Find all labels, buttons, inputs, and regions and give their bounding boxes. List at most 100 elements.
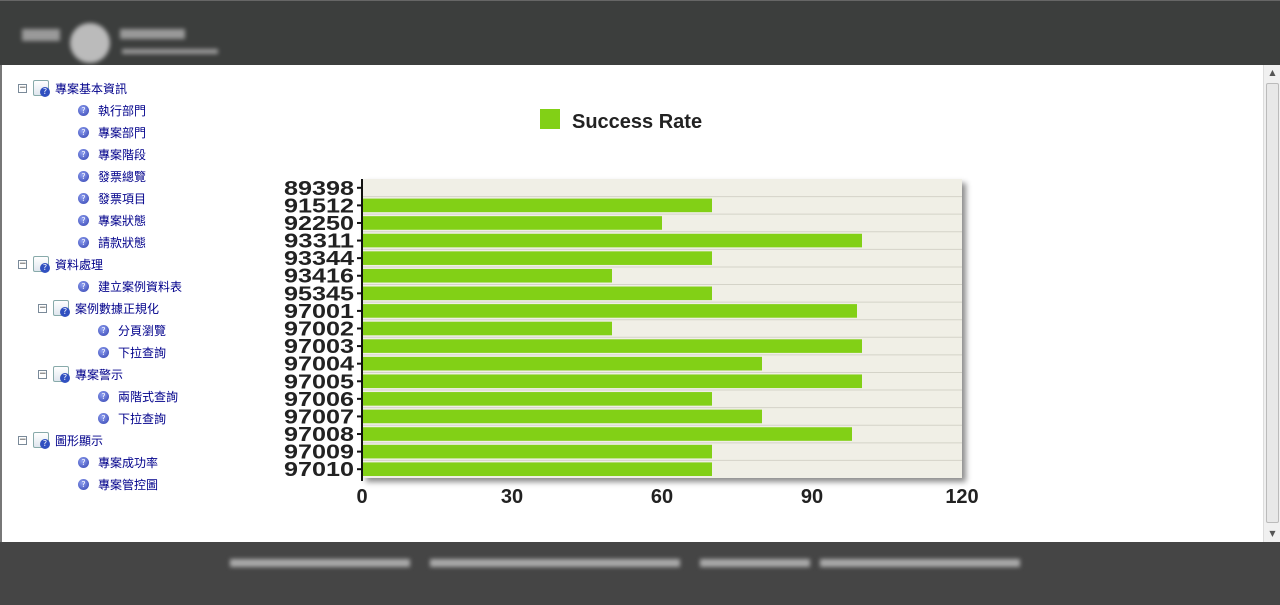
y-tick-label: 93416 [284,266,354,288]
tree-item-label: 建立案例資料表 [98,279,183,294]
collapse-icon[interactable]: − [18,258,27,269]
tree-item-label: 下拉查詢 [118,345,167,360]
scrollbar-thumb[interactable] [1266,83,1279,523]
bar [362,268,612,283]
bar [362,233,862,248]
x-tick-label: 0 [356,486,367,508]
bar [362,392,712,406]
bar [362,356,762,371]
y-tick-label: 97008 [284,424,354,446]
tree-item[interactable]: ? 執行部門 [78,99,146,121]
y-tick-label: 97004 [284,354,355,376]
bar [362,444,712,459]
help-page-icon [53,300,70,317]
y-tick-label: 89398 [284,178,354,200]
help-icon: ? [78,148,89,160]
help-icon: ? [78,192,89,204]
tree-item-label: 請款狀態 [98,235,147,250]
help-page-icon [33,432,50,449]
tree-item[interactable]: ? 專案階段 [78,143,146,165]
y-tick-label: 97003 [284,336,354,358]
tree-item-label: 下拉查詢 [118,411,167,426]
tree-item-label: 專案階段 [98,147,147,162]
bar [362,286,712,301]
help-icon: ? [78,456,89,468]
header [0,0,1280,65]
bar [362,462,712,476]
y-tick-label: 92250 [284,213,354,235]
tree-item[interactable]: ? 專案成功率 [78,451,158,473]
tree-item-label: 兩階式查詢 [118,389,179,404]
help-icon: ? [98,346,109,358]
tree-item[interactable]: ? 發票總覽 [78,165,146,187]
collapse-icon[interactable]: − [38,302,47,313]
y-tick-label: 97006 [284,389,354,411]
tree-item[interactable]: ? 兩階式查詢 [98,385,178,407]
success-rate-chart: 8939891512922509331193344934169534597001… [284,109,979,508]
help-icon: ? [78,478,89,490]
tree-item[interactable]: − 資料處理 [18,253,103,275]
tree-item-label: 發票總覽 [98,169,147,184]
help-icon: ? [78,170,89,182]
bar [362,216,662,230]
tree-item[interactable]: ? 專案部門 [78,121,146,143]
scroll-down-arrow-icon[interactable]: ▼ [1269,529,1276,538]
x-tick-label: 60 [651,486,673,508]
y-tick-label: 97002 [284,319,354,341]
tree-item-label: 專案狀態 [98,213,147,228]
tree-item-label: 專案警示 [75,367,124,382]
bar [362,321,612,336]
tree-item[interactable]: ? 分頁瀏覽 [98,319,166,341]
y-tick-label: 97010 [284,459,354,481]
tree-item[interactable]: ? 下拉查詢 [98,341,166,363]
y-tick-label: 93311 [284,231,354,253]
y-tick-label: 95345 [284,283,354,305]
tree-item[interactable]: ? 專案狀態 [78,209,146,231]
tree-item-label: 執行部門 [98,103,147,118]
x-tick-label: 90 [801,486,823,508]
tree-item[interactable]: ? 專案管控圖 [78,473,158,495]
tree-item-label: 專案部門 [98,125,147,140]
tree-item[interactable]: ? 發票項目 [78,187,146,209]
help-icon: ? [98,412,109,424]
tree-item[interactable]: ? 請款狀態 [78,231,146,253]
legend-label: Success Rate [572,111,702,133]
collapse-icon[interactable]: − [38,368,47,379]
y-tick-label: 93344 [284,248,355,270]
tree-item-label: 專案成功率 [98,455,159,470]
help-icon: ? [78,104,89,116]
y-tick-label: 97005 [284,371,354,393]
vertical-scrollbar[interactable]: ▲ ▼ [1263,65,1280,542]
x-tick-label: 120 [945,486,978,508]
collapse-icon[interactable]: − [18,434,27,445]
tree-item-label: 發票項目 [98,191,147,206]
bar [362,409,762,424]
scroll-up-arrow-icon[interactable]: ▲ [1269,68,1276,77]
tree-item-label: 案例數據正規化 [75,301,160,316]
bar [362,427,852,441]
footer [0,542,1280,605]
tree-item[interactable]: − 專案警示 [38,363,123,385]
tree-item-label: 分頁瀏覽 [118,323,167,338]
bar [362,304,857,318]
bar [362,339,862,353]
tree-item-label: 圖形顯示 [55,433,104,448]
tree-item[interactable]: − 案例數據正規化 [38,297,159,319]
tree-item-label: 資料處理 [55,257,104,272]
help-icon: ? [78,280,89,292]
y-tick-label: 91512 [284,195,354,217]
help-icon: ? [98,390,109,402]
tree-item[interactable]: − 圖形顯示 [18,429,103,451]
y-tick-label: 97007 [284,406,354,428]
collapse-icon[interactable]: − [18,82,27,93]
tree-item-label: 專案基本資訊 [55,81,128,96]
tree-item[interactable]: ? 下拉查詢 [98,407,166,429]
x-tick-label: 30 [501,486,523,508]
bar [362,374,862,389]
help-page-icon [53,366,70,383]
content-area: − 專案基本資訊? 執行部門? 專案部門? 專案階段? 發票總覽? 發票項目? 專案狀態? 請款… [0,65,1280,542]
help-icon: ? [78,214,89,226]
tree-item[interactable]: − 專案基本資訊 [18,77,127,99]
tree-item[interactable]: ? 建立案例資料表 [78,275,182,297]
help-icon: ? [78,126,89,138]
